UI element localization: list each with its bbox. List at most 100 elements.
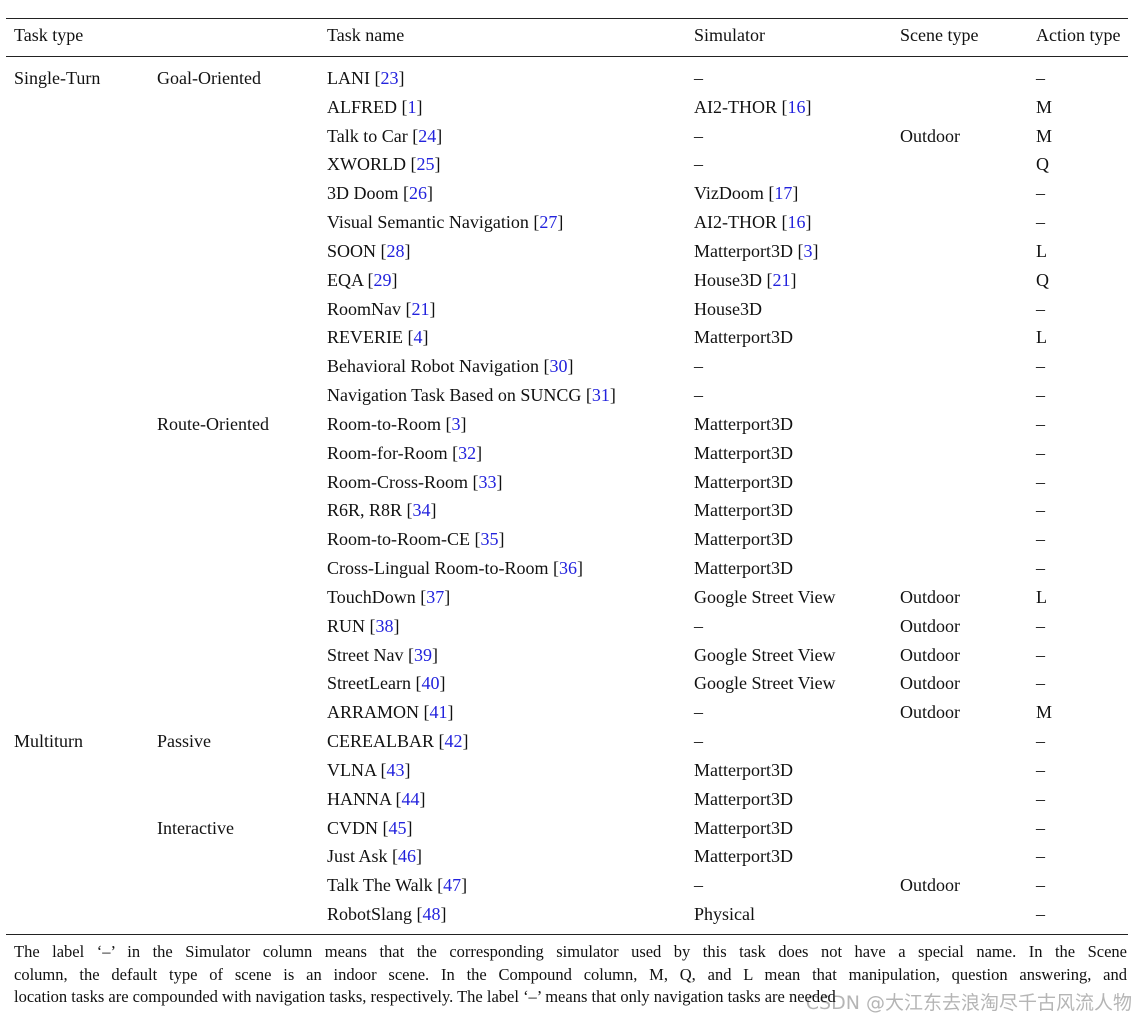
scene-type: Outdoor <box>900 586 960 607</box>
action-type: – <box>1036 673 1045 694</box>
task-subtype: Passive <box>157 731 211 752</box>
task-subtype: Interactive <box>157 817 234 838</box>
header-rule <box>6 56 1128 57</box>
task-name: CEREALBAR [42] <box>327 731 469 752</box>
bottom-rule <box>6 934 1128 935</box>
header-action-type: Action type <box>1036 25 1121 45</box>
action-type: – <box>1036 356 1045 377</box>
task-name: Room-to-Room [3] <box>327 413 467 434</box>
task-name: RobotSlang [48] <box>327 904 447 925</box>
simulator: Matterport3D <box>694 558 793 579</box>
action-type: Q <box>1036 269 1049 290</box>
simulator: Matterport3D [3] <box>694 240 819 261</box>
action-type: – <box>1036 385 1045 406</box>
scene-type: Outdoor <box>900 702 960 723</box>
task-name: Street Nav [39] <box>327 644 438 665</box>
simulator: AI2-THOR [16] <box>694 212 812 233</box>
simulator: Physical <box>694 904 755 925</box>
simulator: – <box>694 125 703 146</box>
action-type: L <box>1036 586 1047 607</box>
header-task-name: Task name <box>327 25 405 45</box>
simulator: Matterport3D <box>694 759 793 780</box>
task-type: Single-Turn <box>14 68 101 88</box>
scene-type: Outdoor <box>900 875 960 896</box>
task-name: REVERIE [4] <box>327 327 429 348</box>
action-type: – <box>1036 615 1045 636</box>
action-type: M <box>1036 125 1053 146</box>
task-name: ARRAMON [41] <box>327 702 454 723</box>
task-subtype: Route-Oriented <box>157 413 269 434</box>
simulator: House3D <box>694 298 762 319</box>
action-type: – <box>1036 875 1045 896</box>
simulator: Matterport3D <box>694 529 793 550</box>
task-name: Room-Cross-Room [33] <box>327 471 503 492</box>
task-name: SOON [28] <box>327 240 411 261</box>
simulator: House3D [21] <box>694 269 797 290</box>
simulator: Google Street View <box>694 586 836 607</box>
footnote-line: The label ‘–’ in the Simulator column me… <box>14 942 1127 961</box>
action-type: – <box>1036 529 1045 550</box>
simulator: Google Street View <box>694 673 836 694</box>
action-type: – <box>1036 442 1045 463</box>
simulator: – <box>694 68 703 88</box>
action-type: – <box>1036 413 1045 434</box>
header-simulator: Simulator <box>694 25 765 45</box>
task-name: CVDN [45] <box>327 817 413 838</box>
action-type: – <box>1036 817 1045 838</box>
simulator: – <box>694 702 703 723</box>
task-name: RoomNav [21] <box>327 298 436 319</box>
header-scene-type: Scene type <box>900 25 979 45</box>
action-type: – <box>1036 471 1045 492</box>
action-type: – <box>1036 759 1045 780</box>
task-name: Cross-Lingual Room-to-Room [36] <box>327 558 583 579</box>
action-type: – <box>1036 904 1045 925</box>
task-name: Talk to Car [24] <box>327 125 443 146</box>
simulator: Matterport3D <box>694 442 793 463</box>
action-type: – <box>1036 68 1045 88</box>
task-name: TouchDown [37] <box>327 586 451 607</box>
scene-type: Outdoor <box>900 673 960 694</box>
simulator: Matterport3D <box>694 327 793 348</box>
task-name: Room-to-Room-CE [35] <box>327 529 505 550</box>
action-type: M <box>1036 702 1053 723</box>
task-name: ALFRED [1] <box>327 96 423 117</box>
task-name: Room-for-Room [32] <box>327 442 483 463</box>
task-name: RUN [38] <box>327 615 400 636</box>
simulator: – <box>694 875 703 896</box>
action-type: – <box>1036 644 1045 665</box>
simulator: – <box>694 154 703 175</box>
simulator: Google Street View <box>694 644 836 665</box>
scene-type: Outdoor <box>900 644 960 665</box>
footnote-line: column, the default type of scene is an … <box>14 964 1127 984</box>
footnote-line: location tasks are compounded with navig… <box>14 987 836 1006</box>
action-type: – <box>1036 846 1045 867</box>
task-name: Talk The Walk [47] <box>327 875 468 896</box>
simulator: Matterport3D <box>694 817 793 838</box>
task-name: Just Ask [46] <box>327 846 423 867</box>
action-type: – <box>1036 788 1045 809</box>
action-type: Q <box>1036 154 1049 175</box>
task-subtype: Goal-Oriented <box>157 68 261 88</box>
task-name: EQA [29] <box>327 269 398 290</box>
simulator: Matterport3D <box>694 413 793 434</box>
scene-type: Outdoor <box>900 125 960 146</box>
simulator: – <box>694 731 703 752</box>
simulator: Matterport3D <box>694 788 793 809</box>
simulator: AI2-THOR [16] <box>694 96 812 117</box>
simulator: Matterport3D <box>694 846 793 867</box>
action-type: L <box>1036 240 1047 261</box>
task-name: Navigation Task Based on SUNCG [31] <box>327 385 616 406</box>
simulator: – <box>694 356 703 377</box>
simulator: Matterport3D <box>694 471 793 492</box>
task-name: Behavioral Robot Navigation [30] <box>327 356 574 377</box>
simulator: – <box>694 385 703 406</box>
action-type: – <box>1036 298 1045 319</box>
task-name: Visual Semantic Navigation [27] <box>327 212 564 233</box>
action-type: – <box>1036 212 1045 233</box>
action-type: L <box>1036 327 1047 348</box>
action-type: – <box>1036 731 1045 752</box>
simulator: Matterport3D <box>694 500 793 521</box>
watermark: CSDN @大江东去浪淘尽千古风流人物 <box>805 992 1132 1014</box>
task-name: LANI [23] <box>327 68 405 88</box>
